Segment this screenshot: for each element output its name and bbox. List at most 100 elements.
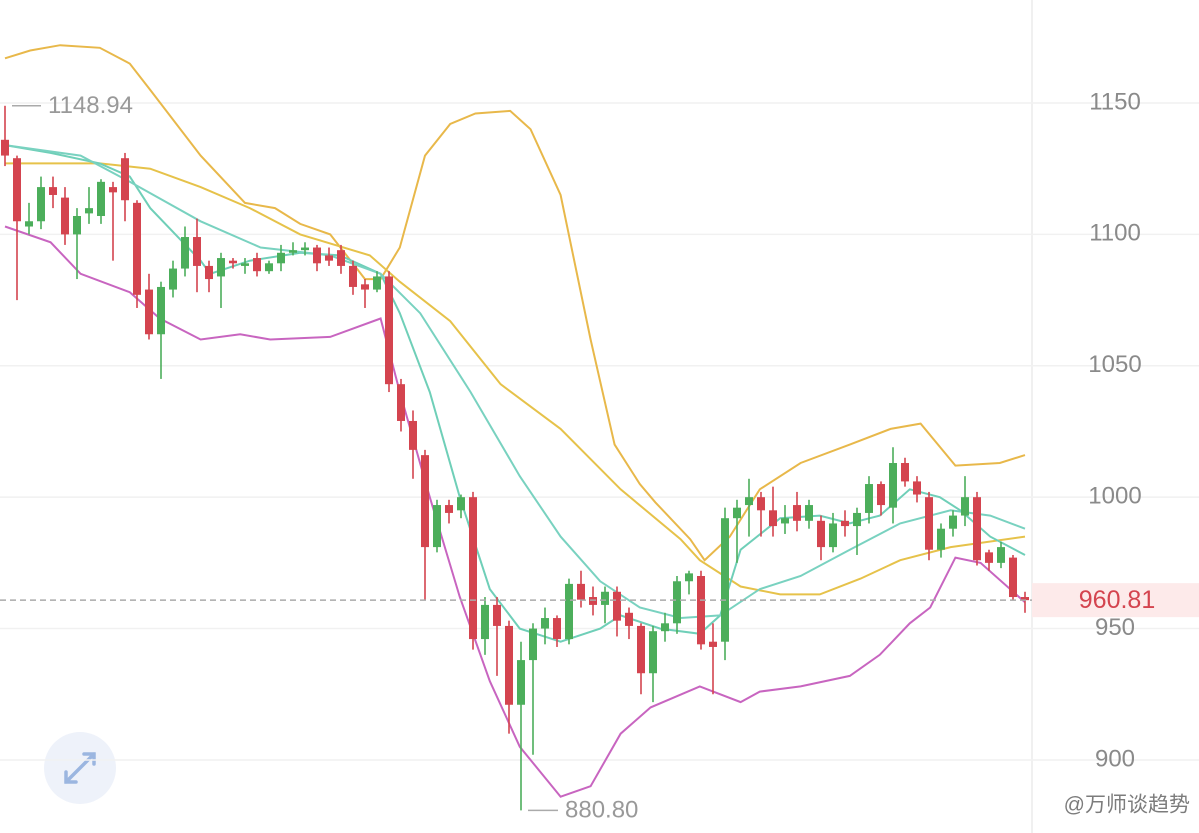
candle-body bbox=[541, 618, 549, 629]
candle-body bbox=[709, 641, 717, 647]
candle-body bbox=[949, 515, 957, 529]
candle-body bbox=[169, 268, 177, 290]
y-tick-label: 1000 bbox=[1088, 483, 1141, 510]
candle-body bbox=[889, 463, 897, 508]
last-price-box bbox=[1032, 583, 1199, 618]
candle-body bbox=[745, 497, 753, 506]
watermark: @万师谈趋势 bbox=[1064, 794, 1190, 817]
candle-body bbox=[85, 208, 93, 214]
candle-body bbox=[121, 158, 129, 201]
last-price-label: 960.81 bbox=[1079, 586, 1155, 614]
expand-button[interactable] bbox=[44, 732, 116, 804]
candle-body bbox=[529, 628, 537, 661]
candle-body bbox=[793, 505, 801, 521]
candle-body bbox=[661, 623, 669, 632]
candle-body bbox=[481, 604, 489, 640]
candle-body bbox=[265, 263, 273, 272]
candle-body bbox=[733, 507, 741, 519]
candle-body bbox=[313, 247, 321, 264]
candle-body bbox=[109, 187, 117, 193]
candle-body bbox=[241, 263, 249, 266]
y-tick-label: 1100 bbox=[1089, 220, 1141, 247]
candle-body bbox=[685, 573, 693, 582]
candle-body bbox=[325, 255, 333, 261]
candle-body bbox=[457, 497, 465, 511]
candle-body bbox=[469, 497, 477, 640]
candle-body bbox=[985, 552, 993, 563]
candle-body bbox=[937, 528, 945, 550]
candle-body bbox=[397, 384, 405, 421]
indicator-lines bbox=[4, 44, 1026, 798]
candle-body bbox=[433, 505, 441, 548]
candle-body bbox=[769, 510, 777, 527]
candle-body bbox=[865, 484, 873, 513]
candle-body bbox=[925, 497, 933, 550]
y-tick-label: 950 bbox=[1095, 614, 1135, 641]
candle-body bbox=[229, 260, 237, 264]
candle-body bbox=[253, 258, 261, 272]
indicator-line bbox=[5, 162, 1026, 596]
candle-body bbox=[289, 250, 297, 253]
low-label: 880.80 bbox=[565, 797, 638, 824]
candle-body bbox=[901, 463, 909, 482]
candle-body bbox=[505, 625, 513, 705]
candle-body bbox=[145, 289, 153, 335]
candle-body bbox=[301, 247, 309, 251]
candle-body bbox=[961, 497, 969, 516]
indicator-line bbox=[4, 144, 1026, 620]
candle-body bbox=[421, 455, 429, 548]
candle-body bbox=[73, 216, 81, 235]
high-label: 1148.94 bbox=[48, 92, 133, 119]
candle-body bbox=[817, 520, 825, 548]
candle-body bbox=[973, 497, 981, 561]
candle-body bbox=[781, 518, 789, 524]
candle-body bbox=[181, 237, 189, 269]
candle-body bbox=[625, 612, 633, 626]
candle-body bbox=[157, 286, 165, 335]
candle-body bbox=[757, 497, 765, 511]
candle-body bbox=[877, 484, 885, 506]
candle-body bbox=[25, 221, 33, 227]
indicator-line bbox=[4, 144, 1026, 643]
candle-body bbox=[913, 481, 921, 495]
candle-body bbox=[613, 591, 621, 621]
candle-body bbox=[829, 523, 837, 548]
candle-body bbox=[1009, 557, 1017, 598]
candle-body bbox=[565, 583, 573, 640]
candle-body bbox=[49, 187, 57, 195]
candle-body bbox=[409, 420, 417, 450]
candle-body bbox=[97, 181, 105, 217]
y-tick-label: 900 bbox=[1095, 745, 1135, 772]
candle-body bbox=[349, 265, 357, 287]
candle-body bbox=[841, 520, 849, 527]
candle-body bbox=[493, 604, 501, 626]
indicator-line bbox=[4, 44, 1026, 562]
candle-body bbox=[721, 518, 729, 642]
candle-body bbox=[61, 197, 69, 235]
y-tick-label: 1050 bbox=[1088, 351, 1141, 378]
y-tick-label: 1150 bbox=[1089, 88, 1141, 115]
candle-body bbox=[277, 252, 285, 264]
candle-body bbox=[37, 187, 45, 222]
candle-body bbox=[337, 250, 345, 266]
candle-body bbox=[805, 505, 813, 521]
candle-body bbox=[205, 265, 213, 280]
candle-body bbox=[133, 202, 141, 295]
candle-body bbox=[649, 631, 657, 674]
candle-body bbox=[589, 597, 597, 605]
candle-body bbox=[853, 512, 861, 527]
candle-body bbox=[637, 625, 645, 674]
candle-body bbox=[193, 237, 201, 266]
candle-body bbox=[373, 276, 381, 290]
candle-body bbox=[385, 276, 393, 385]
candles bbox=[1, 105, 1029, 811]
candle-body bbox=[517, 660, 525, 705]
candle-body bbox=[13, 158, 21, 222]
candle-body bbox=[697, 576, 705, 645]
candle-body bbox=[445, 505, 453, 513]
candle-body bbox=[577, 583, 585, 600]
candle-body bbox=[553, 618, 561, 640]
candle-body bbox=[997, 547, 1005, 563]
